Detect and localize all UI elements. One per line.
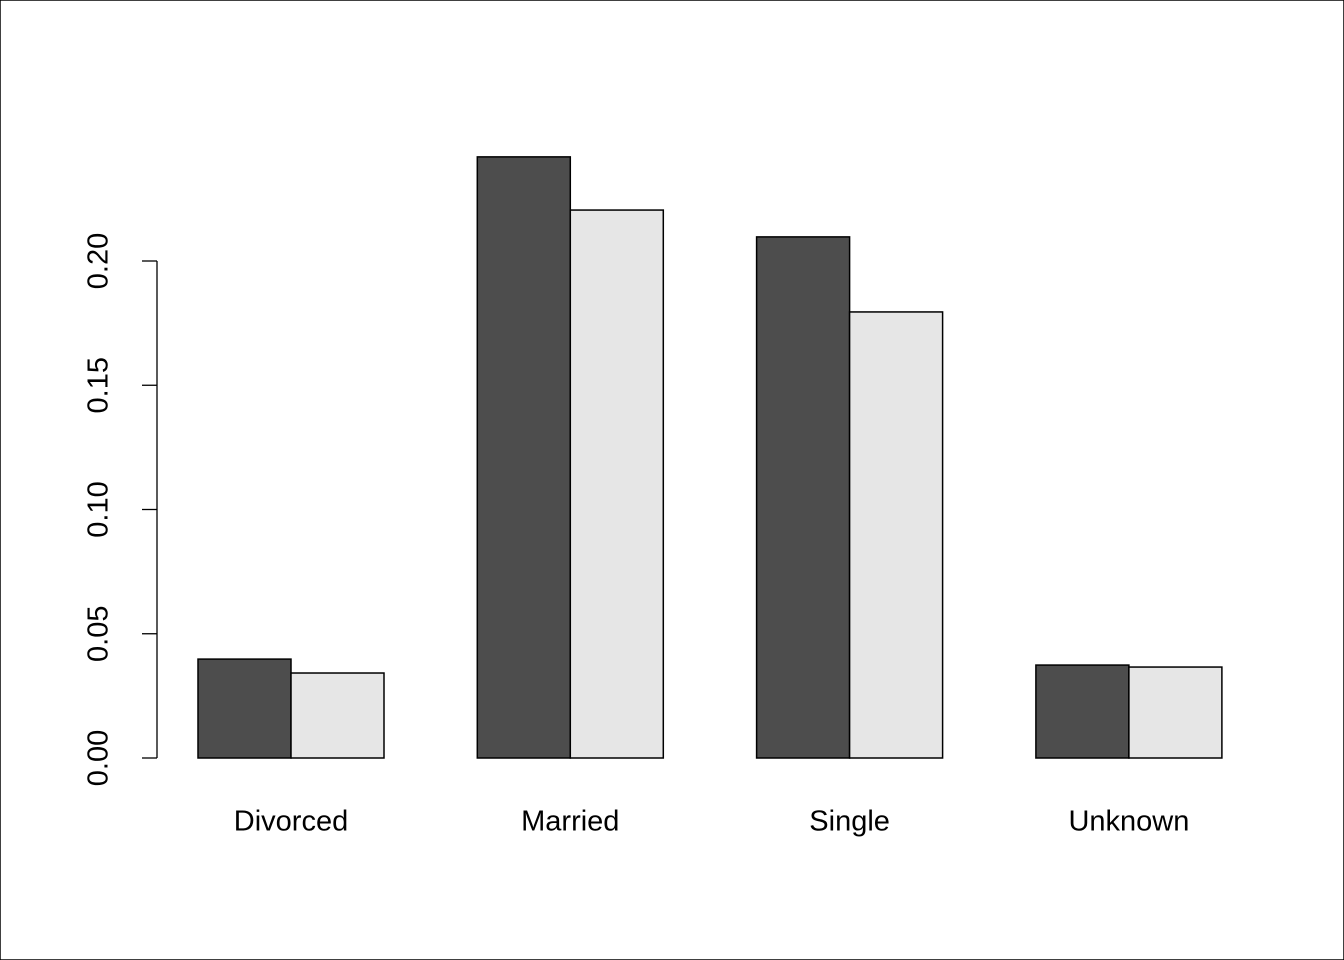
bar xyxy=(1128,666,1223,759)
bar xyxy=(476,156,572,759)
x-tick-label: Unknown xyxy=(1068,806,1189,838)
x-tick-label: Divorced xyxy=(234,806,348,838)
bar xyxy=(569,209,665,759)
bar xyxy=(290,672,385,759)
bar xyxy=(848,311,944,759)
y-tick-label: 0.20 xyxy=(83,233,115,289)
x-tick-label: Married xyxy=(521,806,619,838)
y-tick-label: 0.00 xyxy=(83,730,115,786)
y-tick-label: 0.15 xyxy=(83,357,115,413)
x-tick-label: Single xyxy=(809,806,890,838)
y-tick-label: 0.10 xyxy=(83,481,115,537)
bar xyxy=(1035,664,1130,759)
bar xyxy=(197,658,292,759)
bar xyxy=(755,236,851,759)
y-tick-label: 0.05 xyxy=(83,606,115,662)
